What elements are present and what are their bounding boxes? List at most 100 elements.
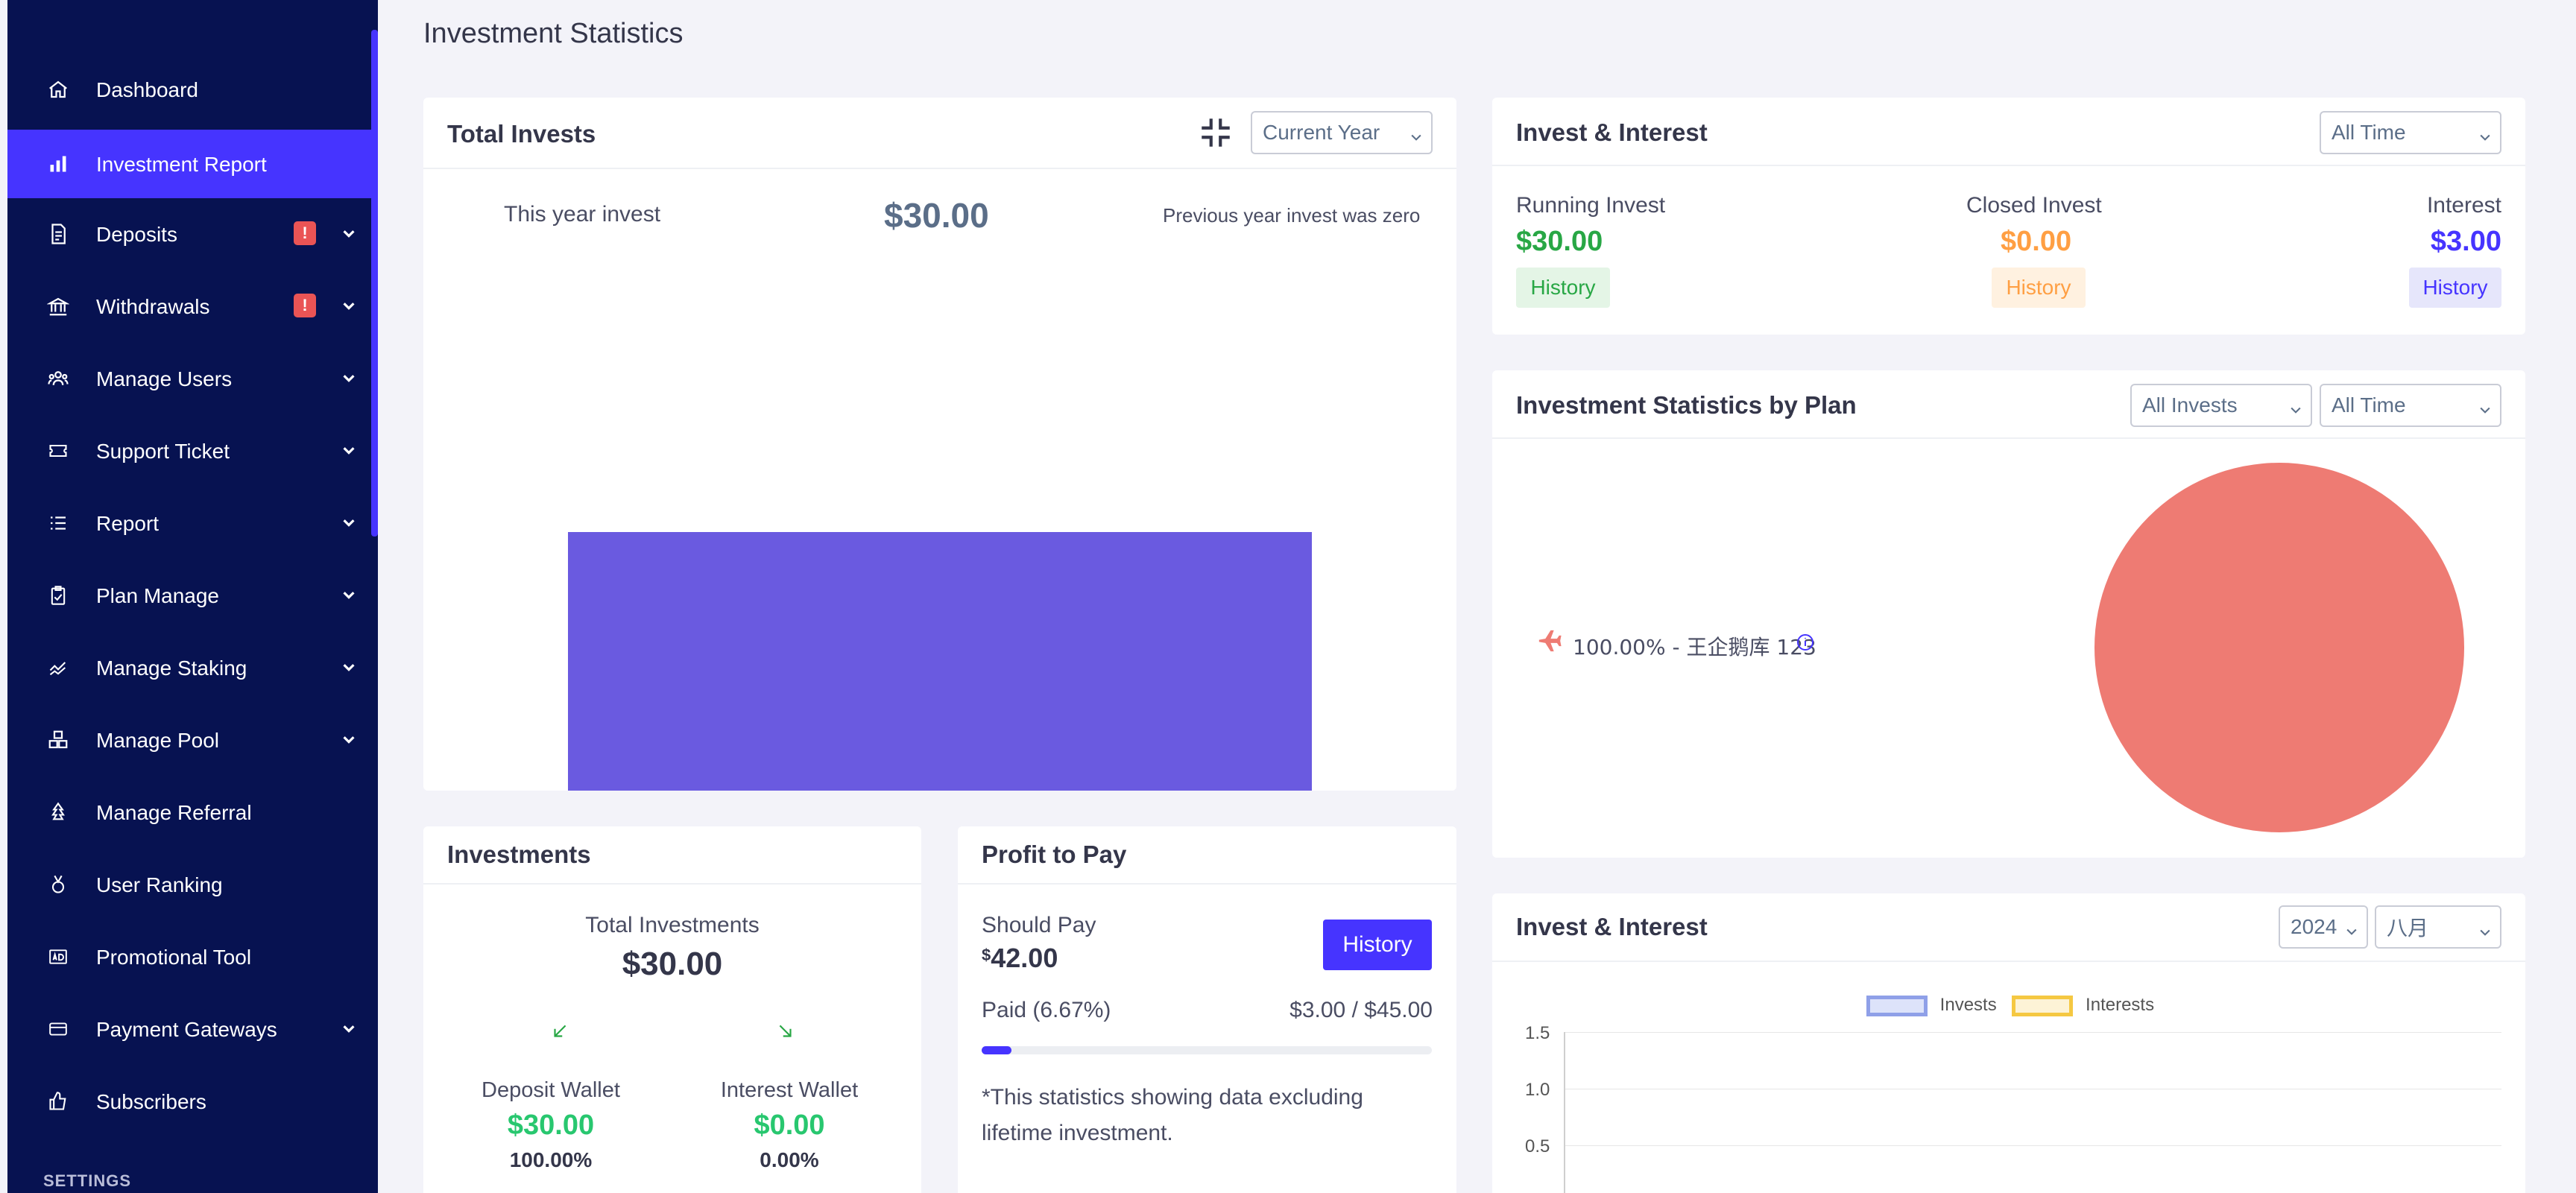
chevron-down-icon[interactable]: [335, 580, 363, 609]
sidebar-item-support-ticket[interactable]: Support Ticket: [7, 417, 371, 485]
period-select[interactable]: All Time: [2320, 111, 2501, 154]
chevron-down-icon[interactable]: [335, 436, 363, 464]
card-title: Invest & Interest: [1516, 913, 1708, 940]
card-header: Invest & Interest All Time: [1492, 98, 2525, 166]
month-select-value: 八月: [2387, 916, 2429, 940]
year-select-value: 2024: [2291, 915, 2337, 938]
running-history-button[interactable]: History: [1516, 268, 1610, 308]
card-header: Total Invests Current Year: [423, 98, 1456, 169]
plane-icon: [1537, 628, 1562, 654]
sidebar-item-manage-pool[interactable]: Manage Pool: [7, 706, 371, 774]
plan-pie-chart: [2094, 463, 2464, 832]
profit-history-button[interactable]: History: [1323, 920, 1432, 970]
pie-slice[interactable]: [2094, 463, 2464, 832]
info-icon[interactable]: [1796, 633, 1814, 651]
sidebar-item-manage-staking[interactable]: Manage Staking: [7, 633, 371, 702]
interest-wallet-value: $0.00: [754, 1110, 825, 1141]
sidebar-item-label: Plan Manage: [96, 584, 220, 607]
sidebar-item-label: Payment Gateways: [96, 1018, 277, 1041]
sidebar-item-label: Withdrawals: [96, 295, 210, 318]
deposit-wallet-value: $30.00: [507, 1110, 595, 1141]
y-tick-label: 1.0: [1525, 1080, 1550, 1100]
medal-icon: [46, 873, 70, 896]
sidebar-item-plan-manage[interactable]: Plan Manage: [7, 561, 371, 630]
closed-history-button[interactable]: History: [1992, 268, 2086, 308]
should-pay-amount: 42.00: [991, 943, 1058, 973]
sidebar-item-manage-referral[interactable]: Manage Referral: [7, 778, 371, 847]
period-select[interactable]: Current Year: [1251, 111, 1433, 154]
compress-icon[interactable]: [1197, 114, 1234, 151]
sidebar: Dashboard Investment Report Deposits ! W…: [7, 0, 378, 1193]
sidebar-item-label: User Ranking: [96, 873, 223, 896]
year-select[interactable]: 2024: [2279, 905, 2368, 949]
thumbs-up-icon: [46, 1089, 70, 1113]
profit-to-pay-card: Profit to Pay Should Pay $42.00 History …: [958, 826, 1456, 1193]
period-select[interactable]: All Time: [2320, 384, 2501, 427]
sidebar-item-promotional-tool[interactable]: Promotional Tool: [7, 923, 371, 991]
chevron-down-icon: [1409, 126, 1424, 141]
alert-badge: !: [294, 294, 316, 317]
sidebar-item-withdrawals[interactable]: Withdrawals !: [7, 272, 371, 341]
chevron-down-icon[interactable]: [335, 364, 363, 392]
closed-invest-value: $0.00: [2001, 226, 2072, 257]
card-title: Investment Statistics by Plan: [1516, 391, 1857, 419]
running-invest-value: $30.00: [1516, 226, 1603, 257]
sidebar-item-user-ranking[interactable]: User Ranking: [7, 850, 371, 919]
sidebar-item-dashboard[interactable]: Dashboard: [7, 55, 371, 124]
sidebar-item-subscribers[interactable]: Subscribers: [7, 1067, 371, 1136]
chevron-down-icon: [2344, 920, 2359, 935]
interest-wallet-label: Interest Wallet: [720, 1078, 859, 1102]
running-invest-label: Running Invest: [1516, 193, 1666, 218]
chevron-down-icon[interactable]: [335, 653, 363, 681]
interest-label: Interest: [2426, 193, 2501, 218]
tree-icon: [46, 800, 70, 824]
card-header: Profit to Pay: [958, 826, 1456, 885]
sidebar-scrollbar[interactable]: [371, 30, 378, 537]
this-year-label: This year invest: [504, 202, 661, 227]
deposit-wallet-label: Deposit Wallet: [482, 1078, 620, 1102]
month-select[interactable]: 八月: [2375, 905, 2501, 949]
chevron-down-icon[interactable]: [335, 1014, 363, 1042]
sidebar-item-manage-users[interactable]: Manage Users: [7, 344, 371, 413]
card-title: Invest & Interest: [1516, 118, 1708, 146]
this-year-value: $30.00: [884, 196, 989, 235]
chevron-down-icon[interactable]: [335, 508, 363, 537]
arrow-down-right-icon: [776, 1022, 795, 1041]
should-pay-label: Should Pay: [982, 913, 1096, 937]
sidebar-item-investment-report[interactable]: Investment Report: [7, 130, 371, 198]
chevron-down-icon[interactable]: [335, 219, 363, 247]
y-axis: [1564, 1032, 1565, 1193]
interest-history-button[interactable]: History: [2409, 268, 2501, 308]
sidebar-item-label: Support Ticket: [96, 440, 230, 463]
ad-icon: [46, 945, 70, 969]
sidebar-item-payment-gateways[interactable]: Payment Gateways: [7, 995, 371, 1063]
sidebar-item-report[interactable]: Report: [7, 489, 371, 557]
clipboard-icon: [46, 583, 70, 607]
closed-invest-label: Closed Invest: [1966, 193, 2102, 218]
sidebar-item-label: Manage Pool: [96, 729, 220, 752]
card-header: Investments: [423, 826, 921, 885]
should-pay-value: $42.00: [982, 943, 1058, 974]
card-header: Investment Statistics by Plan All Invest…: [1492, 370, 2525, 439]
gridline: [1564, 1032, 2501, 1033]
card-title: Profit to Pay: [982, 841, 1127, 868]
period-select-value: Current Year: [1263, 121, 1380, 144]
sidebar-item-label: Manage Staking: [96, 656, 247, 680]
chart-legend: Invests Interests: [1866, 995, 2154, 1016]
legend-swatch-interests[interactable]: [2012, 995, 2074, 1016]
sidebar-section-settings: SETTINGS: [43, 1171, 132, 1190]
legend-swatch-invests[interactable]: [1866, 995, 1928, 1016]
sidebar-item-deposits[interactable]: Deposits !: [7, 200, 371, 268]
chevron-down-icon[interactable]: [335, 291, 363, 320]
chevron-down-icon[interactable]: [335, 725, 363, 753]
invest-interest-chart-card: Invest & Interest 2024 八月 Invests Intere…: [1492, 893, 2525, 1193]
period-select-value: All Time: [2332, 393, 2406, 417]
interest-value: $3.00: [2430, 226, 2501, 257]
chevron-down-icon: [2288, 399, 2303, 414]
sidebar-item-label: Promotional Tool: [96, 946, 252, 969]
home-icon: [46, 77, 70, 101]
users-icon: [46, 367, 70, 390]
card-header: Invest & Interest 2024 八月: [1492, 893, 2525, 962]
invest-type-select[interactable]: All Invests: [2130, 384, 2312, 427]
y-tick-label: 1.5: [1525, 1023, 1550, 1043]
